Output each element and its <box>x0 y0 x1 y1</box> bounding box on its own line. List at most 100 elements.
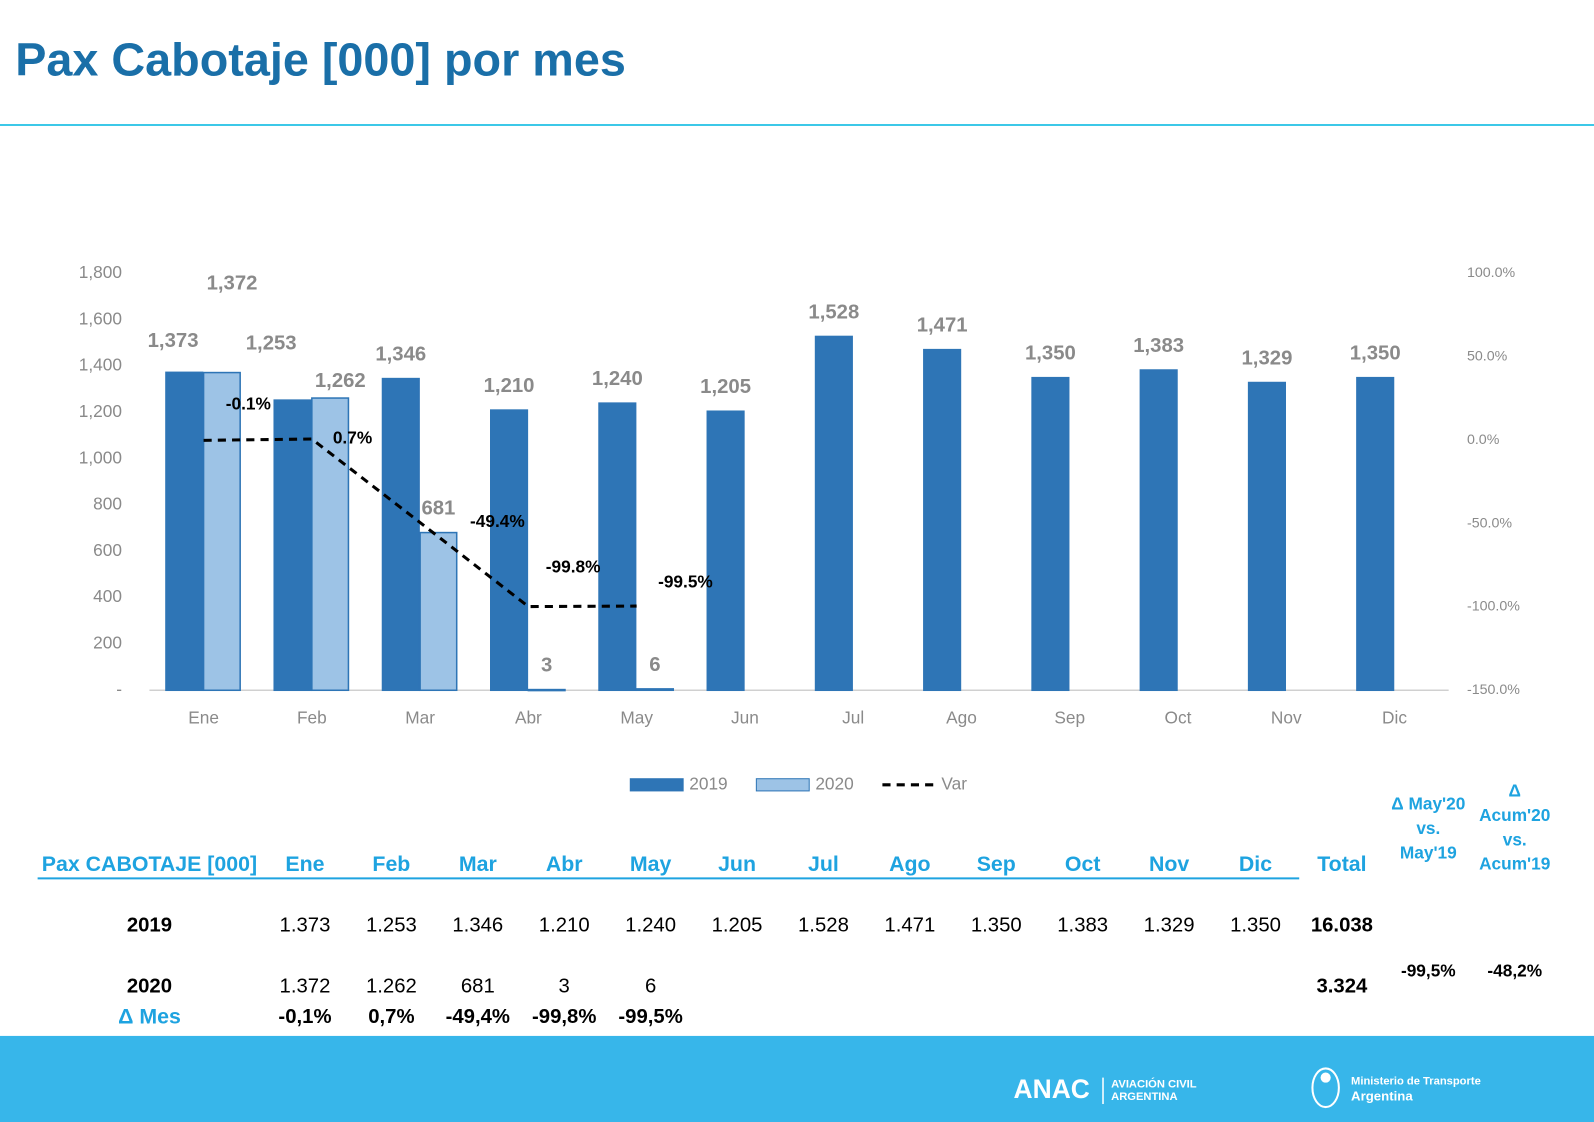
table-delta: -48,2% <box>1487 960 1542 980</box>
bar <box>635 688 675 692</box>
bar <box>814 335 853 692</box>
bar <box>1031 376 1070 692</box>
data-label: 1,240 <box>592 368 643 390</box>
table-header: Δ May'20 <box>1391 794 1465 814</box>
bar <box>598 402 637 692</box>
bar <box>273 399 312 692</box>
bar <box>923 348 962 692</box>
table-cell: 1.346 <box>452 914 503 936</box>
y2-tick-label: -150.0% <box>1467 682 1520 698</box>
table-header: Jun <box>718 852 756 876</box>
data-label: 1,383 <box>1133 335 1184 357</box>
data-label: 1,253 <box>246 333 297 355</box>
y-tick-label: 400 <box>93 586 122 606</box>
table-header: Oct <box>1065 852 1101 876</box>
var-label: -49.4% <box>470 511 525 531</box>
x-tick-label: Feb <box>297 707 327 727</box>
table-cell: 1.383 <box>1057 914 1108 936</box>
table-header: Jul <box>808 852 839 876</box>
data-label: 681 <box>421 498 455 520</box>
row-label: 2020 <box>127 975 172 997</box>
table-total: 16.038 <box>1311 914 1373 936</box>
table-cell: 3 <box>559 975 570 997</box>
table-header: vs. <box>1416 818 1440 838</box>
table-delta: -99,5% <box>1401 960 1456 980</box>
x-tick-label: Oct <box>1165 707 1192 727</box>
table-cell: 1.373 <box>280 914 331 936</box>
table-cell: 0,7% <box>368 1006 414 1028</box>
table-cell: -0,1% <box>278 1006 331 1028</box>
data-label: 1,346 <box>375 344 426 366</box>
bar <box>165 371 204 692</box>
legend-label: 2020 <box>815 773 853 793</box>
footer-ministry: Argentina <box>1351 1088 1413 1103</box>
data-label: 1,471 <box>917 315 968 337</box>
row-label: 2019 <box>127 914 172 936</box>
table-cell: 1.471 <box>884 914 935 936</box>
data-label: 1,205 <box>700 376 751 398</box>
y2-tick-label: 50.0% <box>1467 349 1508 365</box>
data-label: 1,262 <box>315 370 366 392</box>
x-tick-label: Ago <box>946 707 977 727</box>
footer-agency-name: ARGENTINA <box>1111 1091 1177 1103</box>
y-tick-label: 1,400 <box>79 355 122 375</box>
y-tick-label: - <box>116 679 122 699</box>
x-tick-label: Ene <box>188 707 219 727</box>
x-tick-label: Dic <box>1382 707 1407 727</box>
table-header: Feb <box>372 852 410 876</box>
data-label: 1,350 <box>1025 343 1076 365</box>
table-cell: 1.372 <box>280 975 331 997</box>
data-label: 1,350 <box>1350 343 1401 365</box>
bar <box>1247 381 1286 692</box>
table-cell: 1.329 <box>1144 914 1195 936</box>
bar <box>202 371 241 692</box>
y2-tick-label: -50.0% <box>1467 515 1512 531</box>
table-cell: 1.240 <box>625 914 676 936</box>
row-label: Δ Mes <box>118 1004 181 1028</box>
table-cell: 1.350 <box>971 914 1022 936</box>
x-tick-label: Mar <box>405 707 435 727</box>
y2-tick-label: 0.0% <box>1467 432 1500 448</box>
y-tick-label: 200 <box>93 633 122 653</box>
table-header: Acum'20 <box>1479 805 1550 825</box>
legend-swatch <box>755 778 810 792</box>
footer-agency: ANAC <box>1014 1074 1090 1104</box>
x-tick-label: Abr <box>515 707 542 727</box>
legend-label: 2019 <box>689 773 727 793</box>
table-header: Ago <box>889 852 930 876</box>
var-label: -99.8% <box>546 557 601 577</box>
table-header: May <box>630 852 672 876</box>
slide-title: Pax Cabotaje [000] por mes <box>15 33 626 85</box>
table-total: 3.324 <box>1316 975 1368 997</box>
table-cell: 681 <box>461 975 495 997</box>
y-tick-label: 800 <box>93 494 122 514</box>
table-header: Ene <box>285 852 324 876</box>
y-tick-label: 1,200 <box>79 401 122 421</box>
table-header: Abr <box>546 852 583 876</box>
table-header: Sep <box>977 852 1016 876</box>
x-tick-label: May <box>620 707 653 727</box>
legend-label: Var <box>941 773 967 793</box>
data-label: 6 <box>649 654 660 676</box>
table-cell: 1.262 <box>366 975 417 997</box>
footer-emblem-sun <box>1320 1072 1331 1083</box>
data-label: 1,372 <box>207 273 258 295</box>
var-label: -0.1% <box>226 393 271 413</box>
table-cell: 1.350 <box>1230 914 1281 936</box>
data-label: 1,373 <box>148 330 199 352</box>
data-label: 1,528 <box>808 301 859 323</box>
bar <box>490 409 529 692</box>
table-cell: 1.253 <box>366 914 417 936</box>
table-header: Dic <box>1239 852 1272 876</box>
table-header: Acum'19 <box>1479 854 1550 874</box>
y-tick-label: 1,000 <box>79 447 122 467</box>
y2-tick-label: -100.0% <box>1467 599 1520 615</box>
bar <box>527 688 566 692</box>
var-label: 0.7% <box>333 428 372 448</box>
bar <box>1356 376 1395 692</box>
y-tick-label: 600 <box>93 540 122 560</box>
table-cell: 6 <box>645 975 656 997</box>
bar <box>311 397 350 692</box>
